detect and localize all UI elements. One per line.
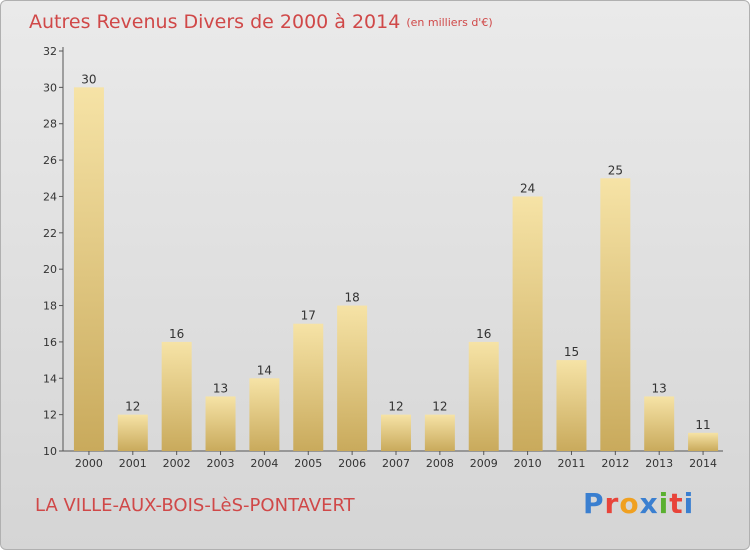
bar-2014 bbox=[688, 432, 719, 451]
data-label: 17 bbox=[301, 309, 316, 323]
data-label: 13 bbox=[213, 381, 228, 395]
data-label: 18 bbox=[344, 291, 359, 305]
x-tick-label: 2008 bbox=[426, 457, 454, 470]
y-tick-label: 10 bbox=[43, 445, 57, 458]
bar-2007 bbox=[381, 414, 411, 451]
logo-letter: i bbox=[683, 487, 695, 520]
bar-2009 bbox=[468, 341, 499, 451]
bar-2010 bbox=[512, 196, 543, 451]
x-tick-label: 2013 bbox=[645, 457, 673, 470]
x-tick-label: 2001 bbox=[119, 457, 147, 470]
x-tick-label: 2011 bbox=[557, 457, 585, 470]
x-tick-label: 2000 bbox=[75, 457, 103, 470]
logo-letter: r bbox=[604, 487, 620, 520]
bar-2011 bbox=[556, 360, 587, 451]
x-tick-label: 2005 bbox=[294, 457, 322, 470]
bar-2008 bbox=[424, 414, 455, 451]
x-tick-label: 2003 bbox=[207, 457, 235, 470]
bar-2006 bbox=[337, 305, 368, 451]
logo-letter: x bbox=[639, 487, 659, 520]
y-tick-label: 18 bbox=[43, 300, 57, 313]
proxiti-logo[interactable]: Proxiti bbox=[583, 487, 694, 520]
x-tick-label: 2004 bbox=[250, 457, 278, 470]
bar-2005 bbox=[293, 323, 324, 451]
logo-letter: t bbox=[669, 487, 684, 520]
bar-2001 bbox=[117, 414, 148, 451]
x-tick-label: 2007 bbox=[382, 457, 410, 470]
y-tick-label: 12 bbox=[43, 409, 57, 422]
y-tick-label: 16 bbox=[43, 336, 57, 349]
logo-letter: P bbox=[583, 487, 605, 520]
y-tick-label: 14 bbox=[43, 372, 57, 385]
bar-2003 bbox=[205, 396, 236, 451]
bar-2013 bbox=[644, 396, 675, 451]
bar-2012 bbox=[600, 178, 631, 452]
data-label: 12 bbox=[432, 400, 447, 414]
data-label: 15 bbox=[564, 345, 579, 359]
logo-letter: i bbox=[658, 487, 670, 520]
data-label: 24 bbox=[520, 181, 535, 195]
logo-letter: o bbox=[619, 487, 640, 520]
data-label: 13 bbox=[652, 381, 667, 395]
x-tick-label: 2012 bbox=[601, 457, 629, 470]
y-tick-label: 22 bbox=[43, 227, 57, 240]
data-label: 30 bbox=[81, 72, 96, 86]
data-label: 11 bbox=[695, 418, 710, 432]
bar-2000 bbox=[73, 87, 104, 451]
y-tick-label: 30 bbox=[43, 81, 57, 94]
bar-2002 bbox=[161, 341, 192, 451]
y-tick-label: 20 bbox=[43, 263, 57, 276]
data-label: 16 bbox=[169, 327, 184, 341]
y-tick-label: 26 bbox=[43, 154, 57, 167]
y-tick-label: 24 bbox=[43, 190, 57, 203]
title-unit: (en milliers d'€) bbox=[406, 16, 493, 29]
chart-title: Autres Revenus Divers de 2000 à 2014 (en … bbox=[29, 11, 493, 33]
x-tick-label: 2002 bbox=[163, 457, 191, 470]
data-label: 14 bbox=[257, 363, 272, 377]
x-tick-label: 2006 bbox=[338, 457, 366, 470]
y-tick-label: 32 bbox=[43, 45, 57, 58]
bar-2004 bbox=[249, 378, 280, 451]
title-text: Autres Revenus Divers de 2000 à 2014 bbox=[29, 11, 401, 33]
x-tick-label: 2014 bbox=[689, 457, 717, 470]
x-tick-label: 2010 bbox=[514, 457, 542, 470]
data-label: 12 bbox=[388, 400, 403, 414]
data-label: 16 bbox=[476, 327, 491, 341]
data-label: 25 bbox=[608, 163, 623, 177]
y-tick-label: 28 bbox=[43, 118, 57, 131]
commune-name: LA VILLE-AUX-BOIS-LèS-PONTAVERT bbox=[35, 495, 355, 516]
data-label: 12 bbox=[125, 400, 140, 414]
x-tick-label: 2009 bbox=[470, 457, 498, 470]
